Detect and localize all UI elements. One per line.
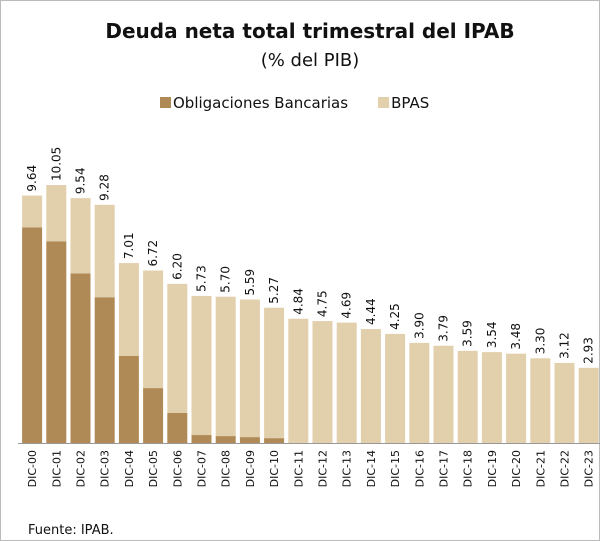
x-tick-label: DIC-22 — [559, 450, 572, 487]
bar-segment — [530, 358, 551, 443]
bar-segment — [167, 283, 188, 413]
x-tick-label: DIC-06 — [171, 450, 184, 487]
chart-title: Deuda neta total trimestral del IPAB — [105, 19, 514, 43]
bar-segment — [554, 362, 575, 443]
total-label: 4.44 — [364, 298, 378, 325]
bar-segment — [239, 437, 260, 443]
total-label: 7.01 — [122, 232, 136, 259]
bar-segment — [360, 329, 381, 443]
x-tick-label: DIC-17 — [438, 450, 451, 487]
bar-segment — [191, 295, 212, 436]
bar-segment — [578, 367, 599, 443]
total-label: 3.30 — [533, 328, 547, 355]
x-tick-label: DIC-09 — [244, 450, 257, 487]
x-tick-label: DIC-00 — [26, 450, 39, 487]
total-label: 2.93 — [582, 337, 596, 364]
total-label: 3.79 — [437, 315, 451, 342]
source: Fuente: IPAB. — [28, 523, 114, 538]
x-tick-label: DIC-20 — [510, 450, 523, 487]
x-tick-label: DIC-11 — [292, 450, 305, 487]
total-label: 5.27 — [267, 277, 281, 304]
bar-segment — [118, 355, 139, 443]
total-label: 9.64 — [25, 165, 39, 192]
bar-segment — [191, 435, 212, 443]
bar-segment — [46, 241, 67, 443]
x-tick-label: DIC-03 — [99, 450, 112, 487]
x-tick-label: DIC-15 — [389, 450, 402, 487]
bar-segment — [409, 342, 430, 443]
bar-segment — [457, 350, 478, 443]
total-label: 9.54 — [74, 167, 88, 194]
bar-segment — [264, 438, 285, 443]
bar-segment — [215, 296, 236, 437]
total-label: 3.54 — [485, 321, 499, 348]
x-tick-label: DIC-14 — [365, 450, 378, 487]
bar-segment — [143, 270, 164, 389]
bar-segment — [433, 345, 454, 443]
total-label: 3.90 — [412, 312, 426, 339]
total-label: 4.84 — [291, 288, 305, 315]
x-tick-label: DIC-13 — [341, 450, 354, 487]
bar-segment — [22, 195, 43, 228]
x-tick-label: DIC-01 — [50, 450, 63, 487]
bar-segment — [46, 185, 67, 242]
x-tick-label: DIC-10 — [268, 450, 281, 487]
bar-segment — [22, 227, 43, 443]
x-tick-label: DIC-04 — [123, 450, 136, 487]
total-label: 5.59 — [243, 269, 257, 296]
legend-swatch — [160, 97, 171, 108]
bar-segment — [70, 198, 91, 274]
bar-segment — [481, 352, 502, 443]
bar-segment — [143, 388, 164, 443]
x-tick-label: DIC-08 — [220, 450, 233, 487]
x-tick-label: DIC-16 — [413, 450, 426, 487]
bar-segment — [239, 299, 260, 438]
legend-label: BPAS — [391, 94, 429, 112]
x-tick-label: DIC-18 — [462, 450, 475, 487]
total-label: 5.70 — [219, 266, 233, 293]
bar-segment — [70, 273, 91, 443]
bar-segment — [167, 412, 188, 443]
bar-segment — [215, 436, 236, 443]
bar-segment — [118, 263, 139, 356]
bar-segment — [288, 318, 309, 443]
total-label: 3.59 — [461, 320, 475, 347]
x-tick-label: DIC-02 — [75, 450, 88, 487]
bar-segment — [385, 333, 406, 443]
chart-subtitle: (% del PIB) — [261, 50, 360, 71]
x-tick-label: DIC-21 — [534, 450, 547, 487]
bar-segment — [94, 204, 115, 298]
x-tick-label: DIC-23 — [583, 450, 596, 487]
x-tick-label: DIC-07 — [196, 450, 209, 487]
bar-segment — [506, 353, 527, 443]
total-label: 4.75 — [316, 290, 330, 317]
bar-segment — [336, 322, 357, 443]
bar-segment — [264, 307, 285, 439]
x-tick-label: DIC-12 — [317, 450, 330, 487]
legend-swatch — [378, 97, 390, 108]
total-label: 4.25 — [388, 303, 402, 330]
total-label: 4.69 — [340, 292, 354, 319]
total-label: 3.12 — [558, 332, 572, 359]
legend-label: Obligaciones Bancarias — [173, 94, 348, 112]
total-label: 6.20 — [170, 253, 184, 280]
bar-segment — [94, 297, 115, 443]
total-label: 5.73 — [195, 265, 209, 292]
total-label: 3.48 — [509, 323, 523, 350]
total-label: 6.72 — [146, 240, 160, 267]
x-tick-label: DIC-05 — [147, 450, 160, 487]
total-label: 9.28 — [98, 174, 112, 201]
bar-segment — [312, 321, 333, 443]
total-label: 10.05 — [49, 147, 63, 181]
x-tick-label: DIC-19 — [486, 450, 499, 487]
